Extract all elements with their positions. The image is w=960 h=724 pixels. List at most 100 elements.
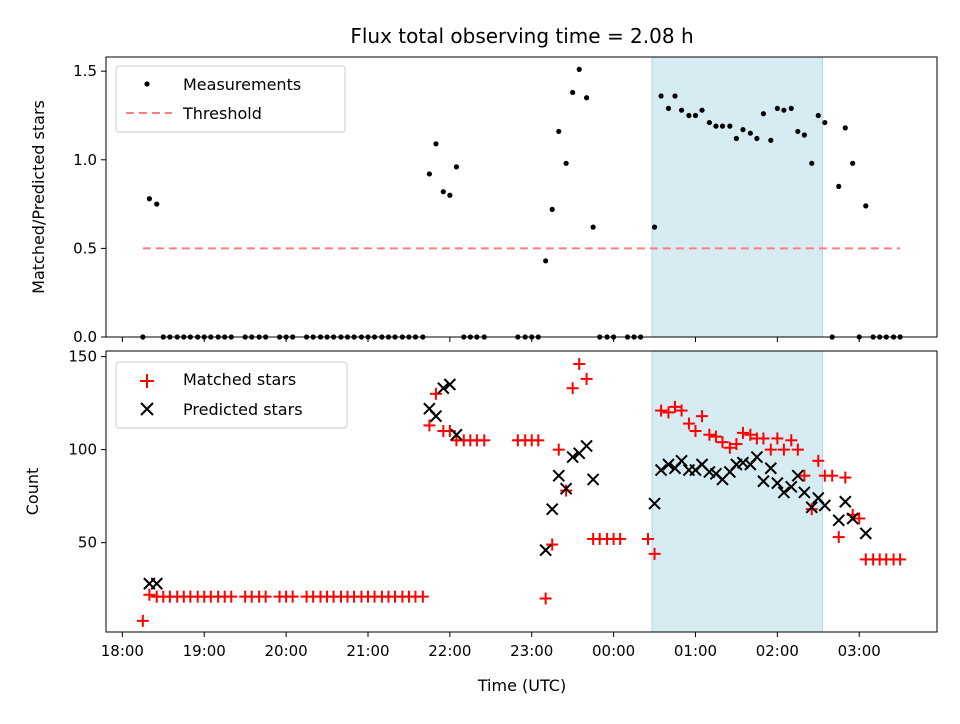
matched-star-point (736, 426, 749, 439)
matched-star-point (682, 417, 695, 430)
matched-star-point (894, 553, 907, 566)
measurement-point (699, 107, 705, 113)
matched-star-point (573, 358, 586, 371)
predicted-star-point (675, 454, 688, 468)
predicted-star-point (654, 463, 668, 477)
legend-measurements-label: Measurements (183, 75, 301, 94)
predicted-star-point (798, 486, 811, 499)
measurement-point (747, 130, 753, 136)
predicted-star-point (552, 469, 565, 482)
matched-star-point (839, 471, 852, 484)
measurement-point (154, 201, 160, 207)
measurement-point (822, 119, 828, 126)
measurement-point (836, 183, 842, 189)
measurement-point (543, 258, 549, 264)
predicted-star-point (785, 480, 798, 494)
measurement-point (570, 89, 576, 96)
matched-star-point (771, 432, 784, 445)
predicted-star-point (559, 482, 573, 495)
measurement-point (713, 123, 719, 129)
bottom-shaded-span (651, 350, 823, 633)
y-tick-label: 1.5 (73, 62, 97, 80)
matched-star-point (777, 443, 790, 456)
x-tick-label: 21:00 (346, 642, 389, 660)
matched-star-point (225, 590, 238, 603)
top-y-axis-label: Matched/Predicted stars (29, 100, 48, 294)
chart-title: Flux total observing time = 2.08 h (350, 24, 693, 48)
predicted-star-point (839, 495, 852, 508)
predicted-star-point (750, 450, 764, 464)
predicted-star-point (586, 473, 600, 486)
measurement-point (658, 93, 664, 99)
bottom-y-axis-label: Count (23, 468, 42, 516)
matched-star-point (669, 400, 682, 413)
predicted-star-point (437, 382, 450, 395)
measurement-point (815, 112, 821, 119)
bottom-legend-box (115, 361, 348, 429)
predicted-star-point (450, 428, 463, 441)
matched-star-point (703, 428, 716, 441)
predicted-stars-points (143, 378, 872, 590)
predicted-star-point (539, 543, 552, 557)
matched-star-point (744, 428, 757, 441)
measurement-point (433, 141, 439, 147)
measurement-point (447, 192, 453, 198)
predicted-star-point (662, 458, 675, 471)
top-legend: Measurements Threshold (115, 65, 346, 133)
bottom-y-ticks: 50 100 150 (68, 348, 106, 552)
matched-star-point (478, 434, 491, 447)
matched-star-point (416, 590, 429, 603)
matched-star-point (709, 430, 722, 443)
y-tick-label: 150 (68, 348, 97, 366)
predicted-star-point (429, 409, 443, 423)
x-tick-label: 18:00 (101, 642, 144, 660)
measurement-point (672, 93, 678, 99)
measurement-point (788, 105, 794, 111)
measurement-point (549, 206, 555, 213)
legend-predicted-marker (140, 402, 154, 416)
measurement-point (809, 160, 815, 166)
matched-star-point (546, 538, 559, 551)
predicted-star-point (846, 512, 859, 525)
measurement-point (665, 105, 672, 111)
measurement-point (719, 123, 726, 129)
legend-matched-label: Matched stars (183, 370, 296, 389)
x-axis-label: Time (UTC) (477, 676, 566, 695)
measurement-point (801, 132, 807, 138)
matched-star-point (730, 438, 743, 451)
predicted-star-point (859, 527, 872, 540)
legend-measurements-marker (144, 81, 150, 87)
measurement-point (795, 128, 801, 135)
predicted-star-point (648, 497, 661, 510)
measurement-point (590, 224, 596, 230)
measurement-point (556, 128, 562, 135)
matched-star-point (826, 469, 839, 482)
y-tick-label: 50 (78, 534, 97, 552)
top-panel: 0.0 0.5 1.0 1.5 Matched/Predicted stars Mea… (29, 56, 938, 346)
measurement-point (440, 189, 446, 195)
measurement-point (706, 119, 712, 126)
measurement-point (651, 224, 658, 230)
legend-threshold-label: Threshold (182, 104, 262, 123)
predicted-star-point (150, 577, 163, 590)
matched-star-point (791, 443, 804, 456)
y-tick-label: 0.5 (73, 239, 97, 257)
matched-star-point (689, 425, 702, 438)
measurement-point (146, 196, 152, 202)
predicted-star-point (805, 501, 818, 514)
matched-star-point (136, 614, 149, 627)
measurement-point (453, 164, 460, 170)
measurement-point (583, 95, 590, 101)
predicted-star-point (771, 476, 784, 490)
measurement-point (760, 111, 767, 117)
predicted-star-point (757, 475, 770, 488)
measurement-point (781, 107, 787, 113)
matched-star-point (662, 406, 675, 419)
top-y-ticks: 0.0 0.5 1.0 1.5 (73, 62, 106, 346)
bottom-axes-frame (105, 350, 938, 633)
y-tick-label: 1.0 (73, 151, 97, 169)
predicted-star-point (818, 499, 832, 512)
predicted-star-point (736, 456, 750, 469)
matched-star-point (648, 547, 661, 560)
